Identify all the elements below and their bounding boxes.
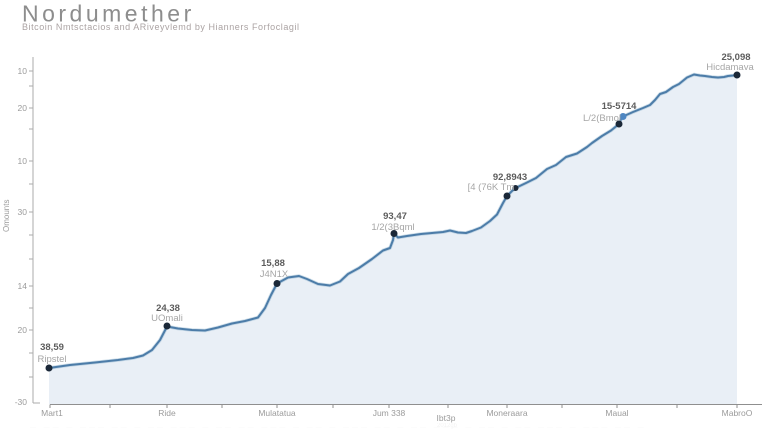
svg-text:Ripstel: Ripstel [37,354,66,365]
svg-text:Jum 338: Jum 338 [373,408,406,418]
svg-text:Omounts: Omounts [2,200,11,232]
svg-text:Bitcoin Nmtsctacios and ARivey: Bitcoin Nmtsctacios and ARiveyvlemd by H… [22,22,300,32]
svg-text:30: 30 [18,207,28,217]
svg-text:Moneraara: Moneraara [486,408,527,418]
svg-text:10: 10 [18,66,28,76]
svg-text:24,38: 24,38 [156,303,180,314]
svg-text:Ibt3p: Ibt3p [437,413,456,423]
svg-text:-30: -30 [15,397,28,407]
svg-text:14: 14 [18,281,28,291]
svg-text:— —— — ——— —— — —— ——— — —— ——: — —— — ——— —— — —— ——— — —— —— ——— — —— … [30,425,647,431]
svg-text:Hicdamava: Hicdamava [706,62,754,73]
svg-text:93,47: 93,47 [383,211,407,222]
svg-text:20: 20 [18,103,28,113]
svg-text:Mart1: Mart1 [41,408,63,418]
svg-text:Mulatatua: Mulatatua [258,408,296,418]
svg-text:[4 (76K Tm: [4 (76K Tm [468,182,515,193]
svg-text:MabroO: MabroO [722,408,753,418]
svg-text:J4N1X: J4N1X [260,269,289,280]
svg-text:10: 10 [18,156,28,166]
svg-text:L/2(Bmol: L/2(Bmol [583,113,621,124]
svg-text:UOmali: UOmali [151,313,183,324]
svg-text:25,098: 25,098 [721,52,750,63]
svg-text:2012gb: 2012gb [437,423,458,429]
svg-text:Ride: Ride [158,408,176,418]
svg-text:Nordumether: Nordumether [22,1,195,27]
svg-text:92,8943: 92,8943 [493,172,527,183]
svg-text:15,88: 15,88 [261,258,285,269]
svg-text:38,59: 38,59 [40,342,64,353]
svg-text:15-5714: 15-5714 [602,101,638,112]
svg-text:20: 20 [18,325,28,335]
svg-text:1/2(3Bqml: 1/2(3Bqml [371,222,414,233]
svg-text:Maual: Maual [605,408,628,418]
